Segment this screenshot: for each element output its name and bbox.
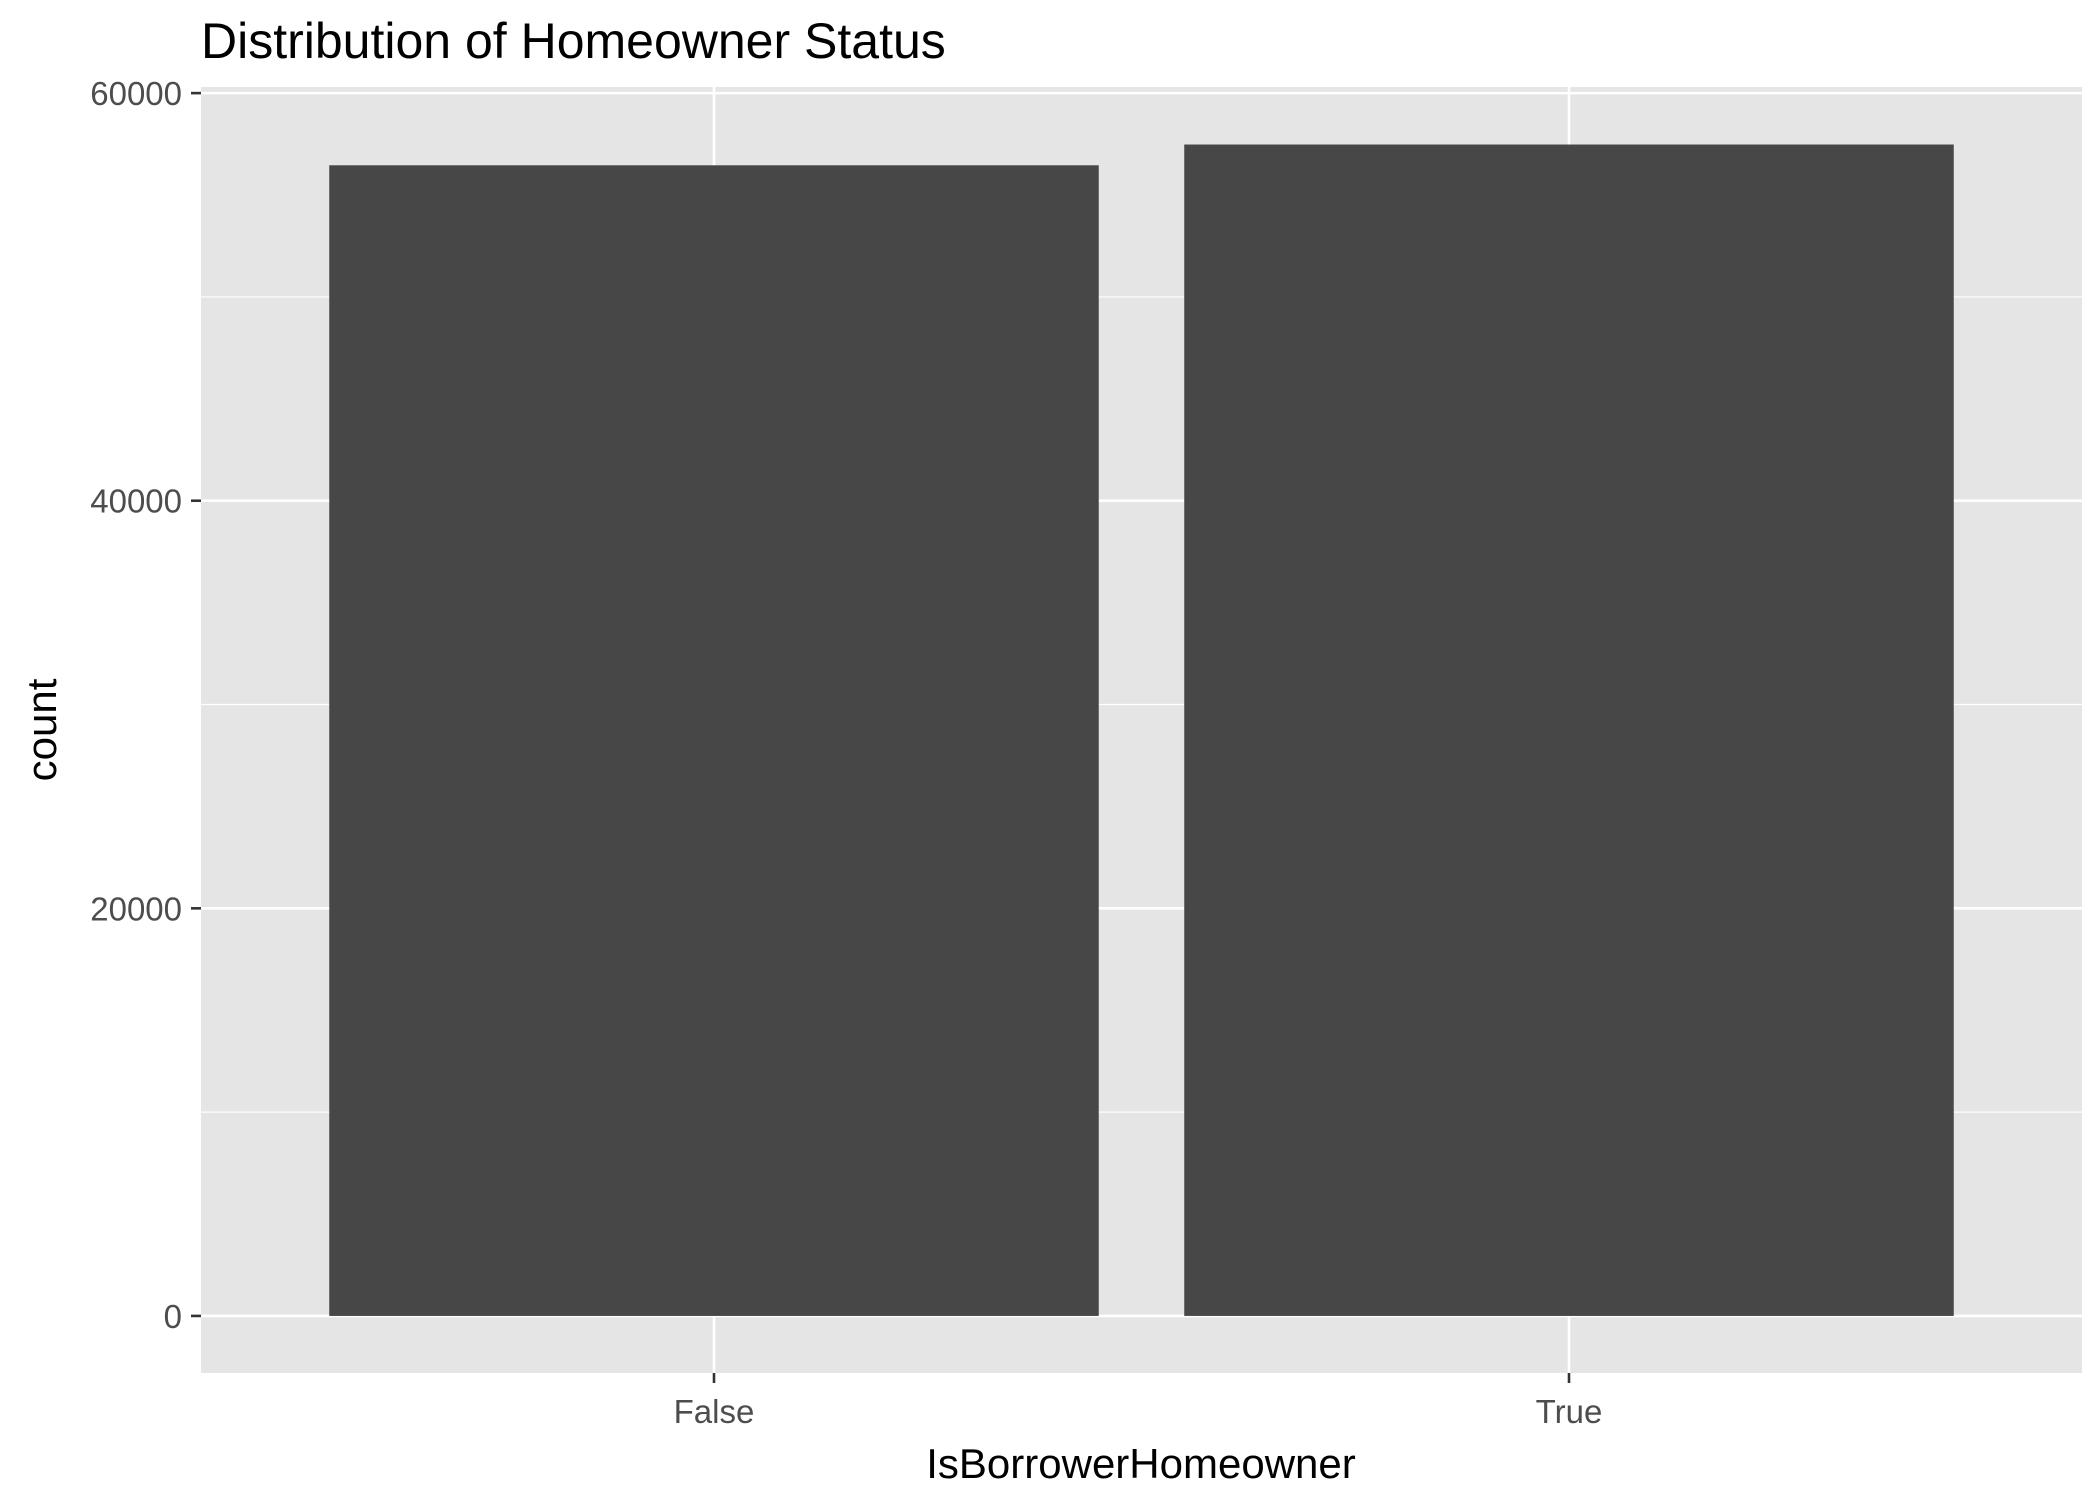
y-tick-label: 40000	[90, 483, 182, 520]
y-tick-label: 20000	[90, 890, 182, 927]
bar-false	[329, 165, 1099, 1316]
y-tick-label: 60000	[90, 75, 182, 112]
x-tick-label: True	[1536, 1393, 1603, 1430]
bar-true	[1184, 144, 1954, 1316]
x-axis: False True	[674, 1373, 1603, 1430]
y-axis: 0 20000 40000 60000	[90, 75, 201, 1335]
y-axis-title: count	[18, 678, 65, 781]
bars	[329, 144, 1954, 1316]
y-tick-label: 0	[164, 1298, 182, 1335]
chart-title: Distribution of Homeowner Status	[201, 13, 946, 69]
x-tick-label: False	[674, 1393, 755, 1430]
x-axis-title: IsBorrowerHomeowner	[926, 1440, 1355, 1487]
